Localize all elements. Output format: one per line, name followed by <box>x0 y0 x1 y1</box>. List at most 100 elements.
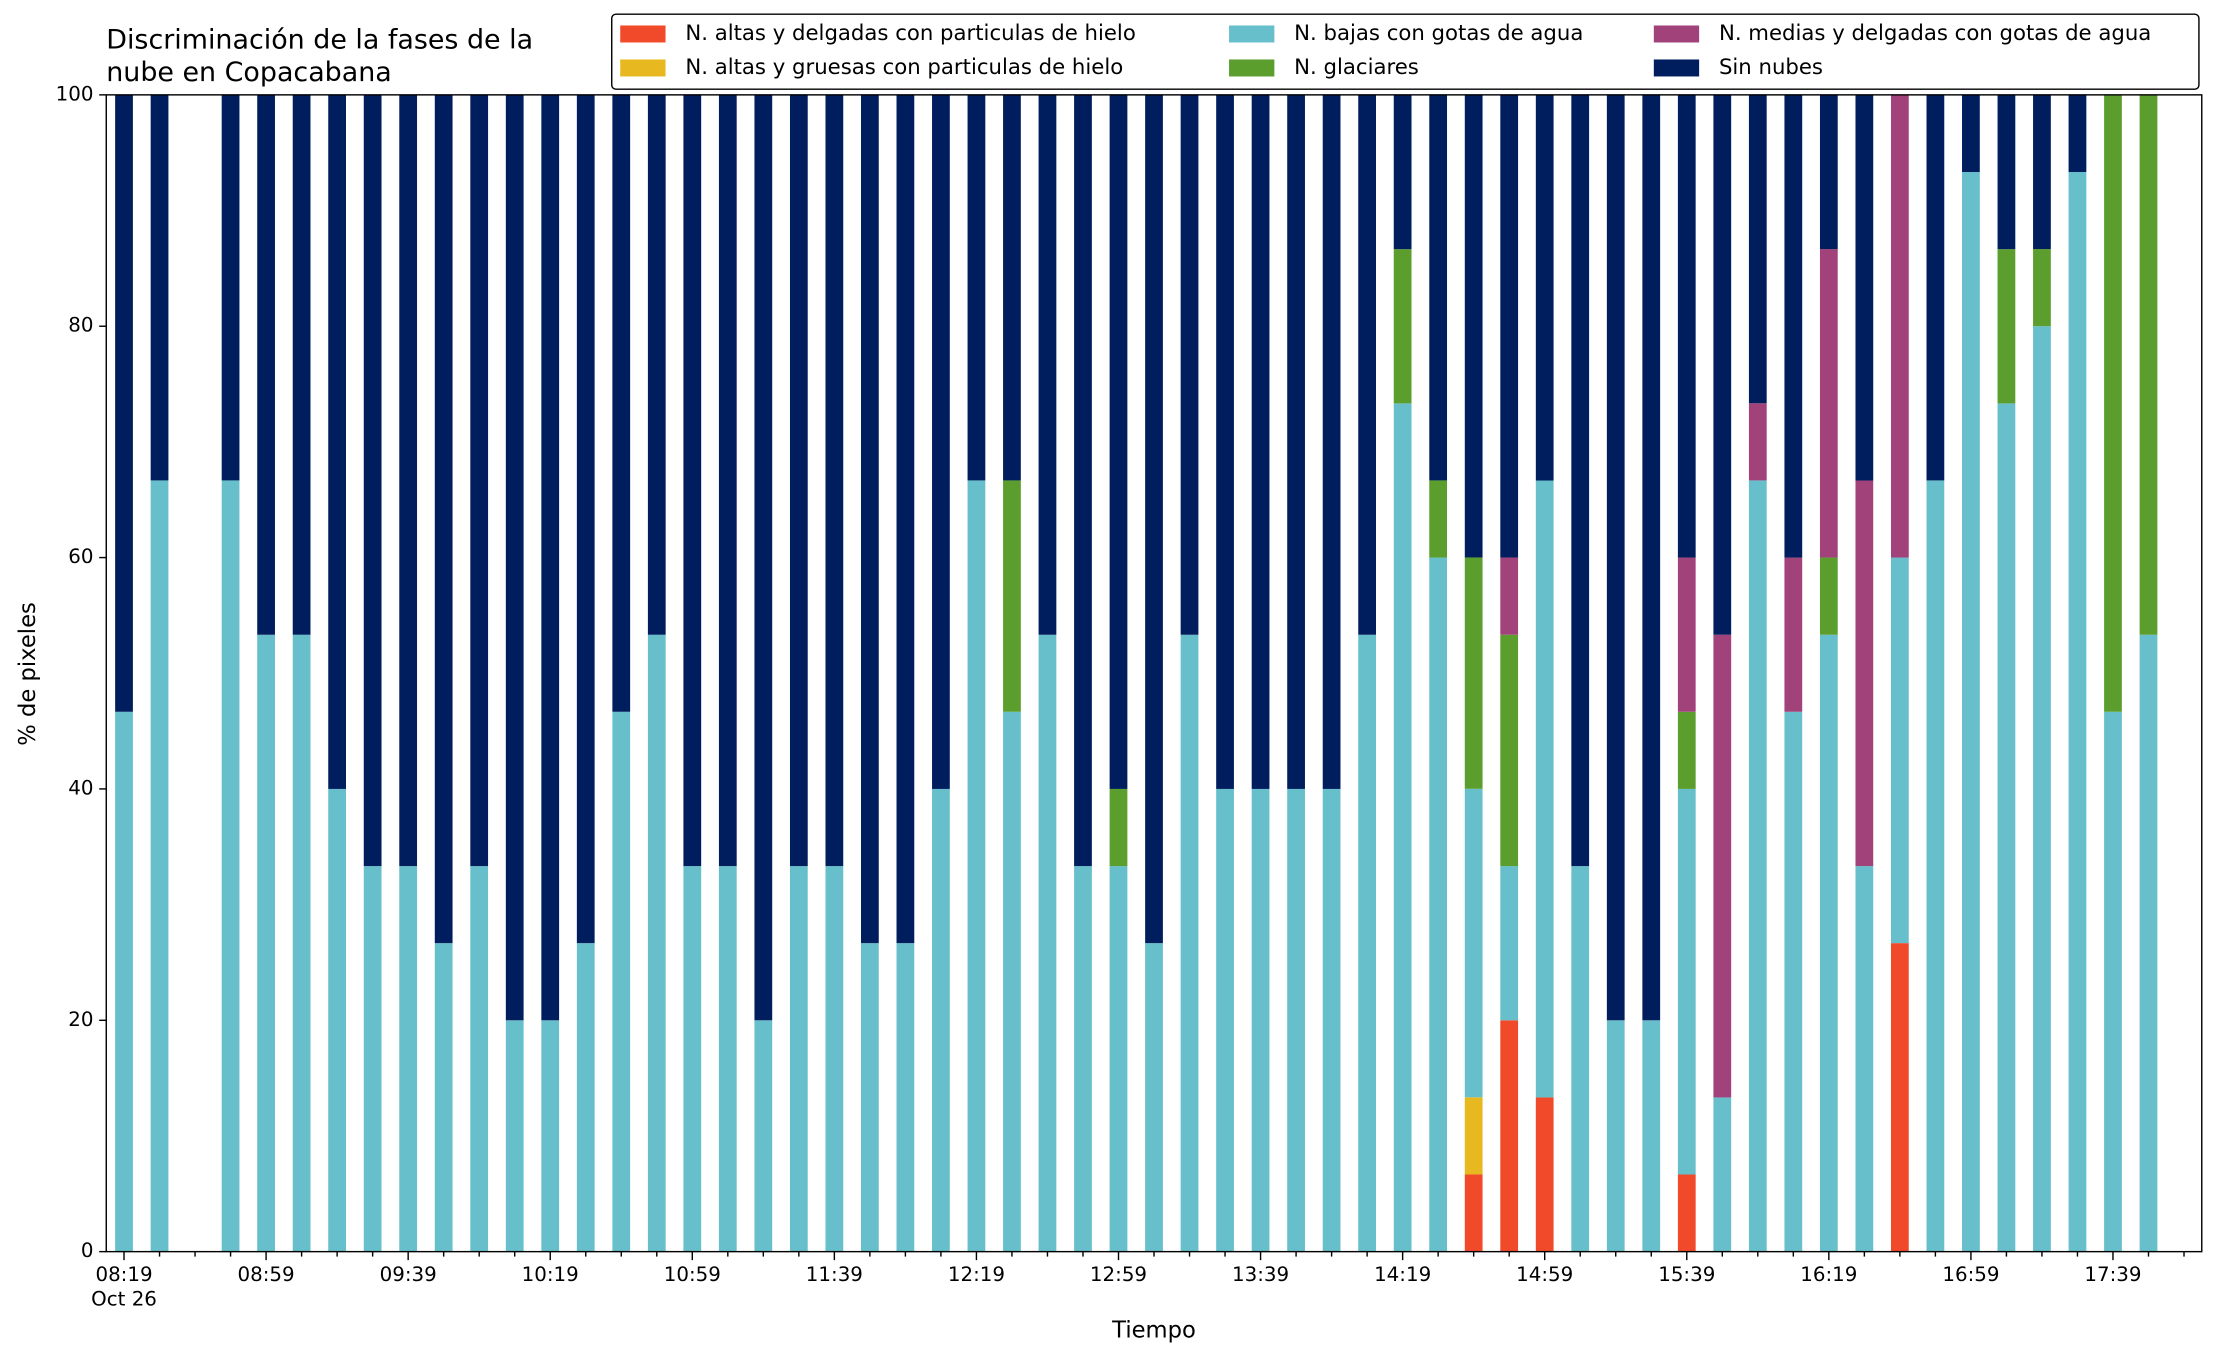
bar-segment <box>1819 634 1838 1252</box>
bar-segment <box>1109 866 1128 1252</box>
bar-segment <box>257 94 275 635</box>
legend-swatch <box>620 59 666 77</box>
x-tick-sublabel: Oct 26 <box>91 1287 157 1310</box>
x-tick-label: 09:39 <box>380 1263 437 1286</box>
bar-segment <box>434 943 453 1252</box>
bar-segment <box>1748 403 1767 481</box>
y-tick-label: 20 <box>68 1008 93 1031</box>
y-tick-label: 0 <box>81 1239 94 1262</box>
legend-label: Sin nubes <box>1719 55 1823 80</box>
bar-segment <box>967 94 986 481</box>
bar-segment <box>328 788 347 1252</box>
bar-segment <box>1784 557 1803 712</box>
bar-segment <box>541 94 560 1021</box>
x-tick-label: 16:19 <box>1800 1263 1857 1286</box>
bar-segment <box>1926 480 1945 1252</box>
bar-segment <box>221 480 240 1252</box>
bar-segment <box>292 94 311 635</box>
bar-segment <box>1677 788 1696 1175</box>
bar-segment <box>754 94 773 1021</box>
x-axis-label: Tiempo <box>1111 1317 1196 1343</box>
bar-segment <box>718 94 737 867</box>
bar-segment <box>1713 1097 1732 1252</box>
bar-segment <box>2104 711 2122 1252</box>
bar-segment <box>434 94 453 944</box>
bar-segment <box>1677 557 1696 712</box>
x-tick-label: 08:19 <box>95 1263 152 1286</box>
legend-swatch <box>620 25 666 43</box>
bar-segment <box>1606 94 1625 1021</box>
bar-segment <box>1855 866 1874 1252</box>
bar-segment <box>647 634 666 1252</box>
x-tick-label: 17:39 <box>2084 1263 2141 1286</box>
legend-swatch <box>1653 59 1700 77</box>
bar-segment <box>683 94 702 867</box>
bar-segment <box>470 866 489 1252</box>
bar-segment <box>1642 94 1661 1021</box>
bar-segment <box>1890 557 1909 944</box>
bar-segment <box>576 94 595 944</box>
bar-segment <box>1216 94 1234 789</box>
bar-segment <box>1642 1020 1661 1252</box>
x-tick-label: 12:59 <box>1090 1263 1147 1286</box>
bar-segment <box>932 94 950 789</box>
bar-segment <box>825 94 844 867</box>
bar-segment <box>1855 480 1874 867</box>
bar-segment <box>1535 94 1554 481</box>
bar-segment <box>470 94 489 867</box>
legend-label: N. glaciares <box>1294 55 1419 80</box>
x-tick-label: 08:59 <box>238 1263 295 1286</box>
bar-segment <box>1677 1174 1696 1252</box>
bar-segment <box>1322 788 1341 1252</box>
bar-segment <box>825 866 844 1252</box>
bar-segment <box>505 94 524 1021</box>
bar-segment <box>1571 866 1590 1252</box>
bar-segment <box>363 866 382 1252</box>
legend-label: N. bajas con gotas de agua <box>1294 21 1583 46</box>
legend-swatch <box>1653 25 1700 43</box>
bar-segment <box>2068 172 2087 1252</box>
bar-segment <box>1464 788 1483 1098</box>
bar-segment <box>1890 943 1909 1252</box>
bar-segment <box>789 94 808 867</box>
bar-segment <box>1038 634 1057 1252</box>
x-tick-label: 15:39 <box>1658 1263 1715 1286</box>
bar-segment <box>1074 94 1092 867</box>
bar-segment <box>1145 943 1163 1252</box>
bar-segment <box>932 788 950 1252</box>
bar-segment <box>150 94 169 481</box>
bar-segment <box>1464 557 1483 789</box>
bar-segment <box>2139 634 2158 1252</box>
bar-segment <box>1038 94 1057 635</box>
y-tick-label: 60 <box>68 545 93 568</box>
bar-segment <box>1393 403 1412 1252</box>
bar-segment <box>789 866 808 1252</box>
bar-segment <box>1500 1020 1519 1252</box>
y-tick-label: 40 <box>68 776 93 799</box>
bar-segment <box>1251 94 1270 789</box>
bar-segment <box>1180 634 1199 1252</box>
bar-segment <box>1962 172 1980 1252</box>
bar-segment <box>1535 480 1554 1098</box>
x-tick-label: 10:19 <box>522 1263 579 1286</box>
bar-segment <box>1464 1097 1483 1175</box>
bar-segment <box>399 94 418 867</box>
y-tick-label: 100 <box>56 82 94 105</box>
bar-segment <box>328 94 347 789</box>
bar-segment <box>2139 94 2158 635</box>
bar-segment <box>115 94 133 712</box>
bar-segment <box>1429 480 1448 558</box>
bar-segment <box>1216 788 1234 1252</box>
bar-segment <box>541 1020 560 1252</box>
bar-segment <box>1251 788 1270 1252</box>
bar-segment <box>1855 94 1874 481</box>
bar-segment <box>1500 557 1519 635</box>
bar-segment <box>1464 94 1483 558</box>
bar-segment <box>1677 94 1696 558</box>
bar-segment <box>1358 634 1376 1252</box>
bar-segment <box>1571 94 1590 867</box>
x-tick-label: 13:39 <box>1232 1263 1289 1286</box>
bar-segment <box>1180 94 1199 635</box>
bar-segment <box>2033 326 2051 1252</box>
